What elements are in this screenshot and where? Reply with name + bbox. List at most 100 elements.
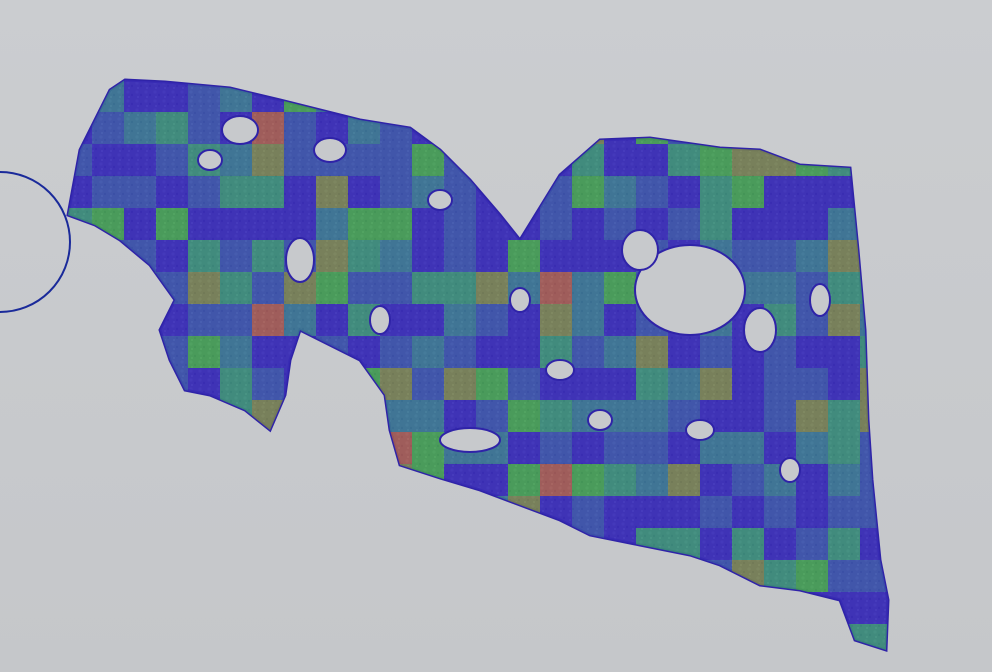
- heatmap-tile: [124, 304, 156, 336]
- heatmap-tile: [92, 464, 124, 496]
- heatmap-tile: [156, 208, 188, 240]
- heatmap-tile: [540, 80, 572, 112]
- heatmap-tile: [572, 656, 604, 672]
- tissue-gap: [545, 359, 575, 381]
- heatmap-tile: [668, 336, 700, 368]
- heatmap-tile: [380, 272, 412, 304]
- heatmap-tile: [412, 80, 444, 112]
- heatmap-tile: [764, 144, 796, 176]
- heatmap-tile: [636, 464, 668, 496]
- annotation-circle[interactable]: [0, 171, 71, 313]
- heatmap-tile: [636, 656, 668, 672]
- heatmap-tile: [796, 368, 828, 400]
- heatmap-tile: [124, 496, 156, 528]
- heatmap-tile: [284, 464, 316, 496]
- heatmap-tile: [476, 208, 508, 240]
- heatmap-tile: [508, 112, 540, 144]
- heatmap-tile: [92, 208, 124, 240]
- heatmap-tile: [892, 272, 924, 304]
- heatmap-tile: [604, 496, 636, 528]
- heatmap-tile: [828, 336, 860, 368]
- heatmap-tile: [444, 656, 476, 672]
- heatmap-tile: [156, 80, 188, 112]
- heatmap-tile: [188, 624, 220, 650]
- heatmap-tile: [348, 176, 380, 208]
- heatmap-tile: [796, 496, 828, 528]
- heatmap-tile: [124, 336, 156, 368]
- heatmap-tile: [476, 496, 508, 528]
- heatmap-tile: [508, 432, 540, 464]
- heatmap-tile: [508, 176, 540, 208]
- heatmap-tile: [636, 496, 668, 528]
- heatmap-tile: [860, 464, 888, 496]
- heatmap-tile: [68, 368, 92, 400]
- heatmap-tile: [860, 560, 888, 592]
- heatmap-tile: [540, 304, 572, 336]
- heatmap-tile: [732, 432, 764, 464]
- heatmap-tile: [380, 528, 412, 560]
- heatmap-tile: [796, 400, 828, 432]
- heatmap-tile: [732, 560, 764, 592]
- heatmap-tile: [348, 144, 380, 176]
- heatmap-tile: [92, 496, 124, 528]
- heatmap-tile: [700, 368, 732, 400]
- heatmap-tile: [636, 368, 668, 400]
- heatmap-tile: [316, 496, 348, 528]
- tissue-gap: [313, 137, 347, 163]
- heatmap-tile: [316, 208, 348, 240]
- heatmap-tile: [156, 304, 188, 336]
- heatmap-tile: [476, 80, 508, 112]
- heatmap-tile: [188, 592, 220, 624]
- heatmap-tile: [796, 432, 828, 464]
- heatmap-tile: [92, 368, 124, 400]
- heatmap-tile: [124, 560, 156, 592]
- heatmap-tile: [316, 624, 348, 650]
- heatmap-tile: [828, 80, 860, 112]
- heatmap-tile: [156, 432, 188, 464]
- heatmap-tile: [68, 272, 92, 304]
- heatmap-tile: [700, 464, 732, 496]
- heatmap-tile: [316, 656, 348, 672]
- tissue-gap: [743, 307, 777, 353]
- heatmap-tile: [188, 304, 220, 336]
- heatmap-tile: [444, 496, 476, 528]
- heatmap-tile: [124, 624, 156, 650]
- heatmap-tile: [860, 432, 888, 464]
- heatmap-tile: [764, 240, 796, 272]
- heatmap-tile: [860, 336, 888, 368]
- heatmap-tile: [156, 336, 188, 368]
- heatmap-tile: [252, 368, 284, 400]
- heatmap-tile: [732, 592, 764, 624]
- heatmap-tile: [892, 656, 924, 672]
- heatmap-tile: [860, 368, 888, 400]
- heatmap-tile: [828, 112, 860, 144]
- heatmap-tile: [156, 272, 188, 304]
- heatmap-tile: [156, 560, 188, 592]
- heatmap-tile: [68, 624, 92, 650]
- heatmap-tile: [668, 80, 700, 112]
- heatmap-tile: [316, 400, 348, 432]
- heatmap-tile: [124, 464, 156, 496]
- heatmap-tile: [220, 464, 252, 496]
- heatmap-tile: [540, 560, 572, 592]
- heatmap-tile: [68, 560, 92, 592]
- heatmap-tile: [348, 496, 380, 528]
- heatmap-tile: [188, 208, 220, 240]
- heatmap-tile: [828, 592, 860, 624]
- heatmap-tile: [508, 144, 540, 176]
- heatmap-tile: [348, 80, 380, 112]
- heatmap-tile: [604, 368, 636, 400]
- heatmap-tile: [188, 176, 220, 208]
- heatmap-tile: [892, 432, 924, 464]
- heatmap-tile: [860, 208, 888, 240]
- heatmap-tile: [476, 624, 508, 650]
- heatmap-tile: [412, 624, 444, 650]
- heatmap-tile: [572, 368, 604, 400]
- heatmap-tile: [540, 592, 572, 624]
- heatmap-tile: [796, 208, 828, 240]
- heatmap-tile: [604, 144, 636, 176]
- heatmap-tile: [444, 368, 476, 400]
- heatmap-tile: [444, 112, 476, 144]
- heatmap-tile: [668, 464, 700, 496]
- heatmap-tile: [860, 656, 892, 672]
